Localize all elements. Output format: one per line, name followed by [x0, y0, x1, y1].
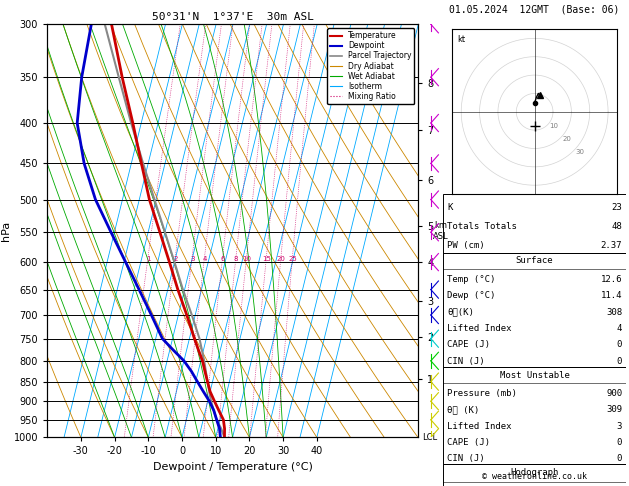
X-axis label: Dewpoint / Temperature (°C): Dewpoint / Temperature (°C): [153, 462, 313, 472]
Text: 309: 309: [606, 405, 622, 415]
Text: Temp (°C): Temp (°C): [447, 275, 496, 284]
Text: 25: 25: [288, 256, 297, 262]
Text: 1: 1: [146, 256, 150, 262]
Title: 50°31'N  1°37'E  30m ASL: 50°31'N 1°37'E 30m ASL: [152, 12, 314, 22]
Text: 0: 0: [617, 438, 622, 447]
Text: LCL: LCL: [423, 433, 438, 442]
Text: © weatheronline.co.uk: © weatheronline.co.uk: [482, 472, 587, 481]
Text: 48: 48: [611, 222, 622, 231]
Bar: [443, 194, 626, 253]
Text: 0: 0: [617, 340, 622, 349]
Text: Lifted Index: Lifted Index: [447, 324, 511, 333]
Text: K: K: [447, 203, 452, 211]
Text: 11.4: 11.4: [601, 292, 622, 300]
Legend: Temperature, Dewpoint, Parcel Trajectory, Dry Adiabat, Wet Adiabat, Isotherm, Mi: Temperature, Dewpoint, Parcel Trajectory…: [327, 28, 415, 104]
Text: 20: 20: [277, 256, 286, 262]
Text: Pressure (mb): Pressure (mb): [447, 389, 517, 398]
Text: 10: 10: [242, 256, 251, 262]
Text: 6: 6: [221, 256, 225, 262]
Text: 0: 0: [617, 454, 622, 463]
Text: Dewp (°C): Dewp (°C): [447, 292, 496, 300]
Text: Totals Totals: Totals Totals: [447, 222, 517, 231]
Text: θᴇ (K): θᴇ (K): [447, 405, 479, 415]
Bar: [443, 253, 626, 367]
Text: PW (cm): PW (cm): [447, 242, 485, 250]
Text: CAPE (J): CAPE (J): [447, 438, 490, 447]
Text: θᴇ(K): θᴇ(K): [447, 308, 474, 317]
Text: 0: 0: [617, 357, 622, 366]
Text: Most Unstable: Most Unstable: [499, 370, 570, 380]
Text: 2: 2: [173, 256, 177, 262]
Text: kt: kt: [457, 35, 465, 44]
Text: 15: 15: [262, 256, 271, 262]
Text: 308: 308: [606, 308, 622, 317]
Bar: [443, 367, 626, 464]
Text: 4: 4: [203, 256, 207, 262]
Text: 8: 8: [234, 256, 238, 262]
Text: 12.6: 12.6: [601, 275, 622, 284]
Text: 4: 4: [617, 324, 622, 333]
Y-axis label: km
ASL: km ASL: [433, 221, 448, 241]
Text: CIN (J): CIN (J): [447, 454, 485, 463]
Text: 900: 900: [606, 389, 622, 398]
Text: 10: 10: [550, 123, 559, 129]
Text: 23: 23: [611, 203, 622, 211]
Text: 3: 3: [617, 421, 622, 431]
Text: CIN (J): CIN (J): [447, 357, 485, 366]
Text: Lifted Index: Lifted Index: [447, 421, 511, 431]
Text: 01.05.2024  12GMT  (Base: 06): 01.05.2024 12GMT (Base: 06): [450, 5, 620, 15]
Text: 30: 30: [576, 149, 584, 156]
Y-axis label: hPa: hPa: [1, 221, 11, 241]
Text: CAPE (J): CAPE (J): [447, 340, 490, 349]
Text: 2.37: 2.37: [601, 242, 622, 250]
Text: 3: 3: [190, 256, 194, 262]
Text: 20: 20: [562, 137, 571, 142]
Text: Hodograph: Hodograph: [511, 469, 559, 477]
Bar: [443, 464, 626, 486]
Text: Surface: Surface: [516, 257, 554, 265]
